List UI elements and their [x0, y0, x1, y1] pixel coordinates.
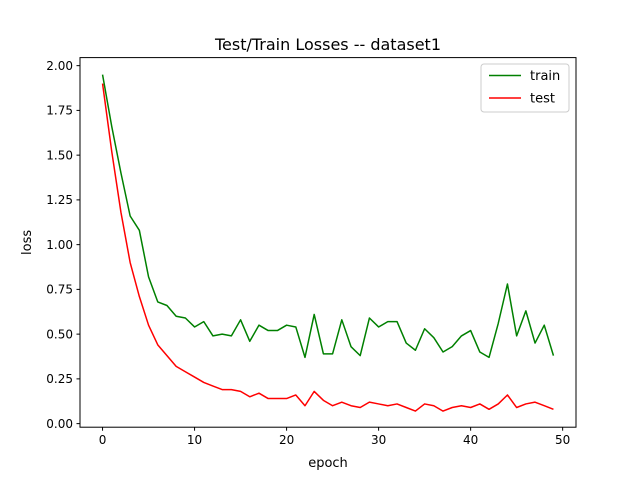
y-tick-label: 1.50 — [46, 148, 73, 162]
chart-title: Test/Train Losses -- dataset1 — [214, 35, 441, 54]
series-line-test — [101, 83, 554, 412]
y-tick-label: 0.50 — [46, 327, 73, 341]
x-tick-label: 10 — [187, 433, 202, 447]
y-tick-label: 0.75 — [46, 283, 73, 297]
x-tick-label: 50 — [555, 433, 570, 447]
x-axis-title: epoch — [308, 456, 348, 471]
series-layer — [101, 74, 555, 412]
y-axis-ticks: 0.00 0.25 0.50 0.75 1.00 1.25 1.50 1.75 2.00 — [46, 59, 80, 431]
y-tick-label: 0.00 — [46, 417, 73, 431]
x-tick-label: 0 — [99, 433, 107, 447]
y-tick-label: 1.25 — [46, 193, 73, 207]
x-axis-ticks: 0 10 20 30 40 50 — [99, 427, 570, 447]
legend-label-test: test — [530, 92, 555, 107]
x-tick-label: 40 — [463, 433, 478, 447]
x-tick-label: 30 — [371, 433, 386, 447]
x-tick-label: 20 — [279, 433, 294, 447]
y-tick-label: 1.75 — [46, 104, 73, 118]
y-tick-label: 2.00 — [46, 59, 73, 73]
plot-frame — [79, 57, 577, 428]
y-tick-label: 0.25 — [46, 372, 73, 386]
y-axis-title: loss — [20, 230, 35, 255]
series-line-train — [101, 74, 555, 359]
legend-label-train: train — [530, 69, 560, 84]
legend: train test — [480, 63, 570, 113]
y-tick-label: 1.00 — [46, 238, 73, 252]
